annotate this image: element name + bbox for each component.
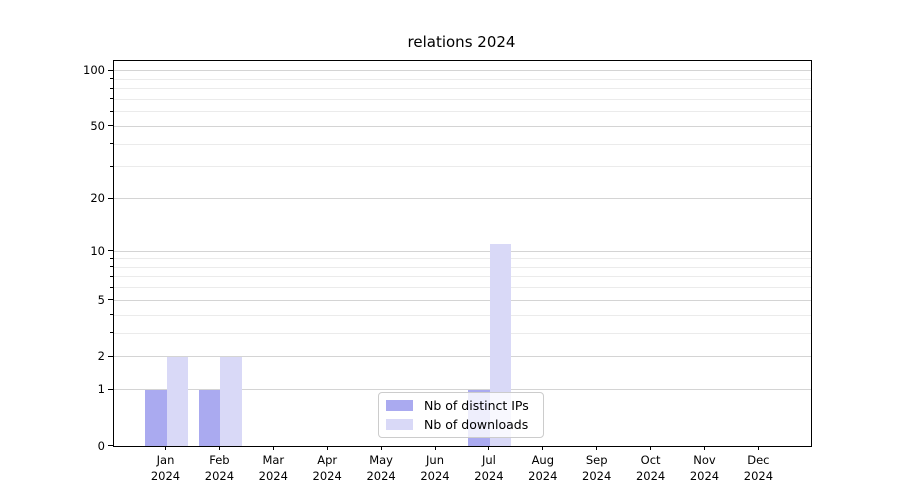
x-tick-label: Mar 2024 — [258, 453, 288, 483]
minor-gridline — [114, 98, 811, 100]
x-tick-mark — [542, 446, 544, 450]
major-gridline — [114, 299, 811, 301]
y-tick-mark — [108, 197, 113, 199]
x-tick-mark — [218, 446, 220, 450]
y-tick-mark — [108, 388, 113, 390]
x-tick-mark — [488, 446, 490, 450]
y-minor-tick-mark — [110, 266, 113, 268]
y-minor-tick-mark — [110, 110, 113, 112]
y-minor-tick-mark — [110, 165, 113, 167]
major-gridline — [114, 70, 811, 72]
y-minor-tick-mark — [110, 78, 113, 80]
x-tick-mark — [434, 446, 436, 450]
y-minor-tick-mark — [110, 332, 113, 334]
x-tick-label: Aug 2024 — [528, 453, 558, 483]
minor-gridline — [114, 143, 811, 145]
major-gridline — [114, 389, 811, 391]
minor-gridline — [114, 111, 811, 113]
y-minor-tick-mark — [110, 98, 113, 100]
legend-label: Nb of distinct IPs — [424, 398, 529, 414]
minor-gridline — [114, 78, 811, 80]
y-minor-tick-mark — [110, 257, 113, 259]
major-gridline — [114, 198, 811, 199]
chart-title: relations 2024 — [407, 33, 516, 51]
y-tick-mark — [108, 125, 113, 127]
y-tick-label: 1 — [97, 382, 105, 397]
legend-item: Nb of distinct IPs — [386, 398, 536, 413]
x-tick-label: Nov 2024 — [689, 453, 720, 483]
minor-gridline — [114, 332, 811, 334]
y-tick-label: 100 — [83, 63, 105, 78]
x-tick-mark — [326, 446, 328, 450]
y-minor-tick-mark — [110, 286, 113, 288]
bar-distinct-ips-jan — [145, 389, 167, 446]
x-tick-label: Sep 2024 — [582, 453, 612, 483]
y-minor-tick-mark — [110, 87, 113, 89]
x-tick-mark — [757, 446, 759, 450]
y-tick-mark — [108, 355, 113, 357]
y-tick-label: 5 — [97, 292, 105, 307]
plot-area — [113, 60, 812, 447]
bar-downloads-feb — [220, 356, 242, 446]
y-minor-tick-mark — [110, 143, 113, 145]
minor-gridline — [114, 314, 811, 316]
y-tick-mark — [108, 69, 113, 71]
x-tick-label: Oct 2024 — [635, 453, 666, 483]
legend: Nb of distinct IPs Nb of downloads — [378, 392, 544, 438]
y-tick-label: 10 — [90, 243, 105, 258]
y-tick-mark — [108, 445, 113, 446]
y-minor-tick-mark — [110, 314, 113, 316]
x-tick-label: Apr 2024 — [312, 453, 342, 483]
major-gridline — [114, 125, 811, 127]
major-gridline — [114, 356, 811, 358]
x-tick-mark — [596, 446, 598, 450]
minor-gridline — [114, 287, 811, 289]
y-tick-label: 50 — [90, 118, 105, 133]
legend-label: Nb of downloads — [424, 416, 529, 432]
y-tick-mark — [108, 299, 113, 301]
x-tick-label: Jan 2024 — [150, 453, 181, 483]
x-tick-mark — [272, 446, 274, 450]
x-tick-label: May 2024 — [366, 453, 396, 483]
bar-distinct-ips-feb — [198, 389, 221, 446]
y-tick-label: 2 — [97, 349, 105, 364]
minor-gridline — [114, 276, 811, 278]
minor-gridline — [114, 88, 811, 90]
x-tick-label: Jun 2024 — [420, 453, 450, 483]
minor-gridline — [114, 258, 811, 260]
x-tick-label: Jul 2024 — [474, 453, 504, 483]
x-tick-label: Feb 2024 — [204, 453, 235, 483]
x-tick-mark — [165, 446, 166, 450]
legend-swatch — [386, 400, 413, 412]
x-tick-mark — [704, 446, 705, 450]
y-tick-label: 0 — [97, 438, 105, 453]
minor-gridline — [114, 166, 811, 168]
x-tick-mark — [380, 446, 382, 450]
y-tick-mark — [108, 250, 113, 252]
x-tick-mark — [650, 446, 652, 450]
minor-gridline — [114, 266, 811, 268]
x-tick-label: Dec 2024 — [743, 453, 774, 483]
major-gridline — [114, 250, 811, 252]
legend-item: Nb of downloads — [386, 417, 536, 432]
legend-swatch — [386, 418, 413, 430]
y-minor-tick-mark — [110, 275, 113, 277]
y-tick-label: 20 — [90, 191, 105, 205]
bar-downloads-jan — [166, 356, 188, 446]
